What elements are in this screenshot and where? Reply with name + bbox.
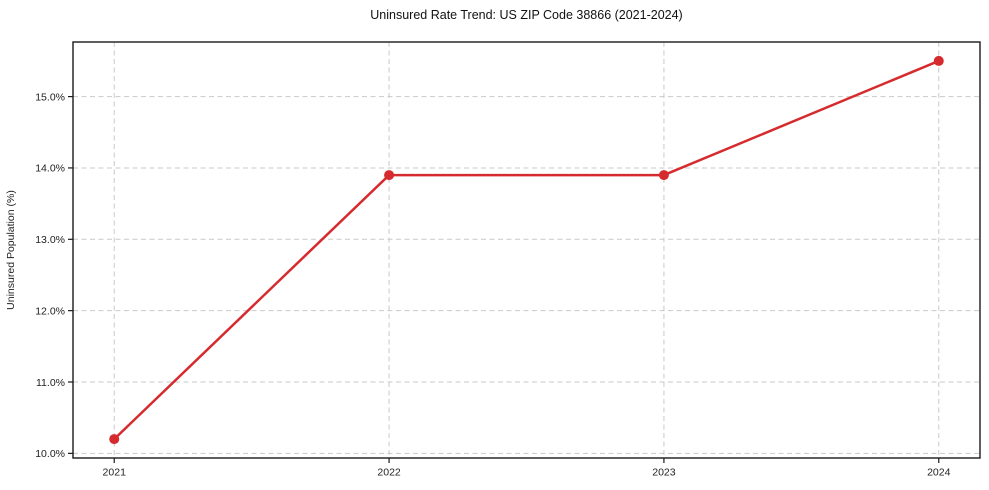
y-axis-label: Uninsured Population (%) <box>5 190 17 310</box>
gridlines-layer <box>73 42 980 458</box>
x-tick-label: 2023 <box>652 467 676 479</box>
data-point <box>384 170 395 181</box>
y-tick-label: 12.0% <box>35 305 65 317</box>
x-tick-label: 2022 <box>377 467 401 479</box>
y-tick-label: 13.0% <box>35 234 65 246</box>
data-point <box>933 55 944 66</box>
plot-border <box>72 41 981 459</box>
tick-labels-layer: 10.0% 11.0% 12.0% 13.0% 14.0% 15.0% 2021 2022 20… <box>35 91 950 478</box>
axes-layer <box>68 41 981 463</box>
data-point <box>658 170 669 181</box>
x-tick-label: 2021 <box>103 467 127 479</box>
chart-title: Uninsured Rate Trend: US ZIP Code 38866 … <box>370 8 682 22</box>
y-tick-label: 14.0% <box>35 163 65 175</box>
series-layer <box>109 55 944 445</box>
data-point <box>109 434 120 445</box>
y-tick-label: 10.0% <box>35 448 65 460</box>
trend-line <box>112 59 941 441</box>
y-tick-label: 15.0% <box>35 91 65 103</box>
y-tick-label: 11.0% <box>36 377 65 389</box>
x-tick-label: 2024 <box>927 467 951 479</box>
